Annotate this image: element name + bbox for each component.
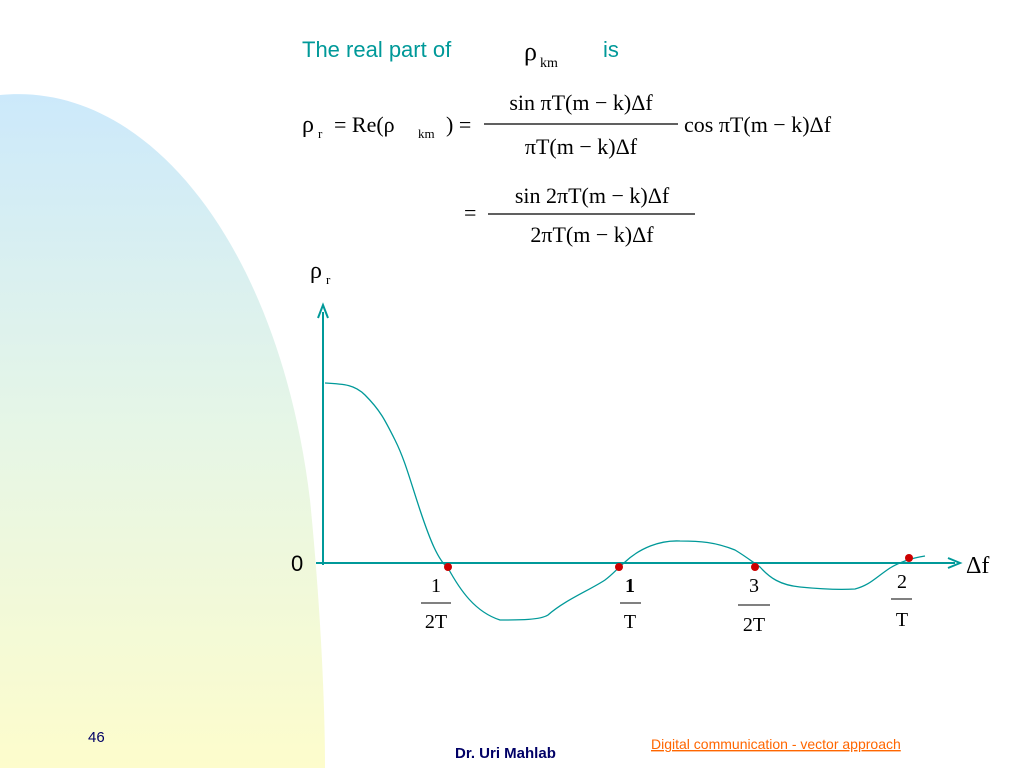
y-arrow xyxy=(317,302,329,319)
zero-points xyxy=(444,554,913,571)
lhs-symbol: ρ xyxy=(302,112,314,138)
page-number: 46 xyxy=(88,729,105,746)
footer-link[interactable]: Digital communication - vector approach xyxy=(651,736,901,752)
y-label-subscript: r xyxy=(326,272,331,287)
title-symbol: ρ xyxy=(524,37,537,66)
formula-line1: ρ r = Re(ρ km ) = sin πT(m − k)Δf πT(m −… xyxy=(302,90,832,159)
tick-numerator: 3 xyxy=(749,575,759,597)
numerator: sin πT(m − k)Δf xyxy=(509,90,653,115)
title-text: The real part of xyxy=(302,37,452,62)
zero-point xyxy=(905,554,913,562)
re-open: = Re(ρ xyxy=(334,112,395,137)
zero-point xyxy=(751,563,759,571)
y-label: ρ xyxy=(310,258,322,284)
background-shape xyxy=(0,94,325,768)
curve xyxy=(324,382,926,621)
numerator: sin 2πT(m − k)Δf xyxy=(515,183,670,208)
re-close: ) = xyxy=(446,112,471,137)
re-subscript: km xyxy=(418,126,435,141)
tick-denominator: T xyxy=(624,611,636,633)
equals: = xyxy=(464,200,476,225)
author: Dr. Uri Mahlab xyxy=(455,745,556,762)
zero-point xyxy=(444,563,452,571)
x-label: Δf xyxy=(966,553,989,579)
lhs-subscript: r xyxy=(318,126,323,141)
tick-denominator: 2T xyxy=(743,614,765,636)
title: The real part of xyxy=(302,37,452,62)
tick-numerator: 1 xyxy=(625,575,635,597)
title-suffix: is xyxy=(603,37,619,62)
denominator: 2πT(m − k)Δf xyxy=(530,222,654,247)
tick-numerator: 1 xyxy=(431,575,441,597)
factor: cos πT(m − k)Δf xyxy=(684,112,832,137)
plot: ρ r 0 Δf 1 2T 1 T 3 2T 2 T xyxy=(291,258,989,636)
x-ticks: 1 2T 1 T 3 2T 2 T xyxy=(421,571,912,636)
formula-line2: = sin 2πT(m − k)Δf 2πT(m − k)Δf xyxy=(464,183,695,247)
origin-label: 0 xyxy=(291,551,303,576)
x-arrow xyxy=(947,557,963,569)
denominator: πT(m − k)Δf xyxy=(525,134,638,159)
tick-numerator: 2 xyxy=(897,571,907,593)
tick-denominator: 2T xyxy=(425,611,447,633)
tick-denominator: T xyxy=(896,609,908,631)
title-subscript: km xyxy=(540,56,558,71)
zero-point xyxy=(615,563,623,571)
